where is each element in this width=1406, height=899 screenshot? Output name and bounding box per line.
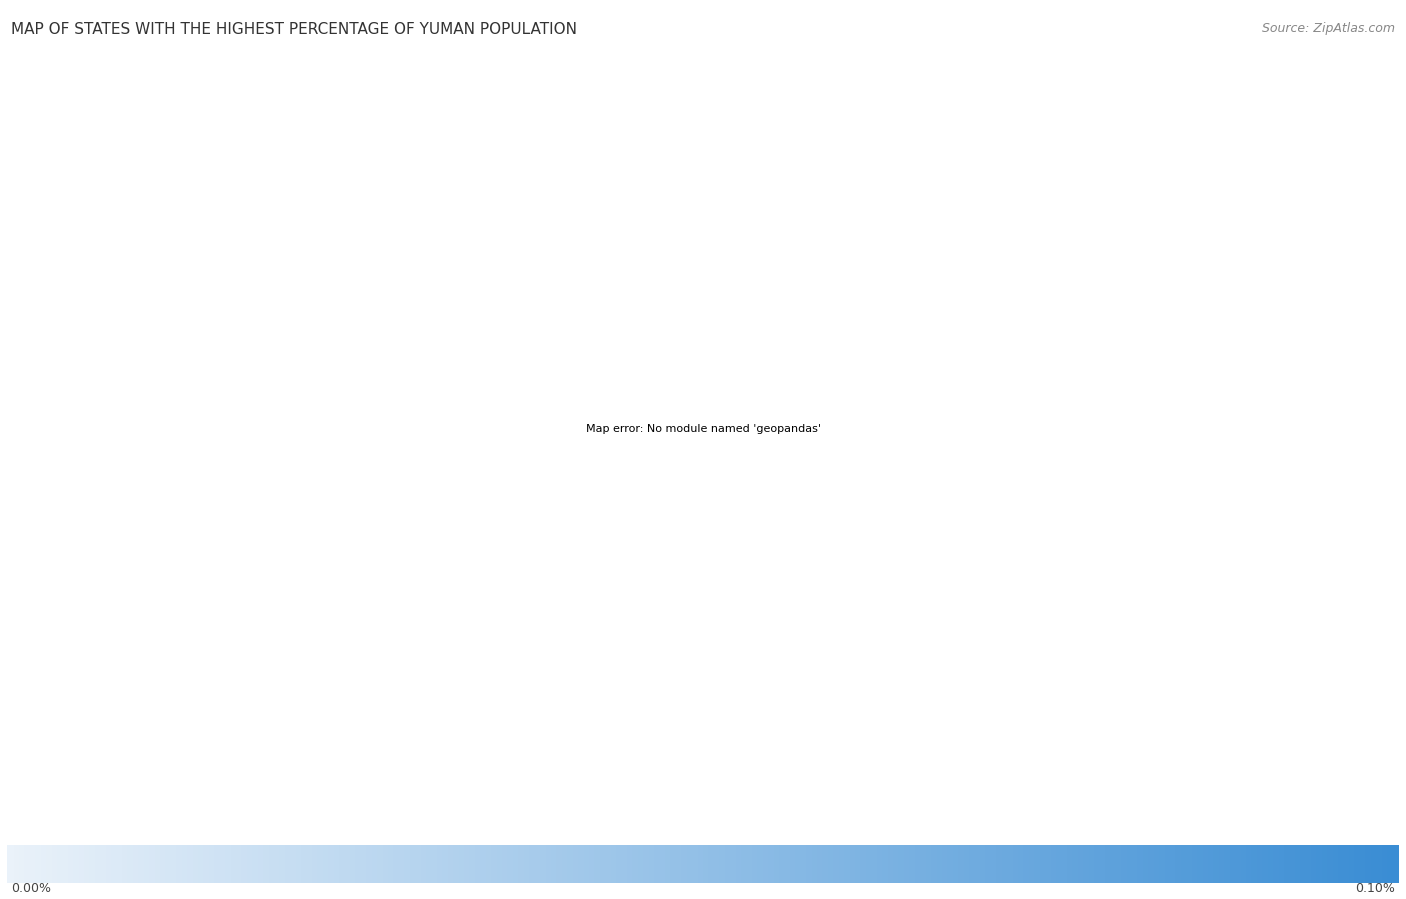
Text: Map error: No module named 'geopandas': Map error: No module named 'geopandas' bbox=[585, 424, 821, 434]
Text: 0.10%: 0.10% bbox=[1355, 882, 1395, 895]
Text: 0.00%: 0.00% bbox=[11, 882, 51, 895]
Text: MAP OF STATES WITH THE HIGHEST PERCENTAGE OF YUMAN POPULATION: MAP OF STATES WITH THE HIGHEST PERCENTAG… bbox=[11, 22, 578, 38]
Text: Source: ZipAtlas.com: Source: ZipAtlas.com bbox=[1261, 22, 1395, 35]
